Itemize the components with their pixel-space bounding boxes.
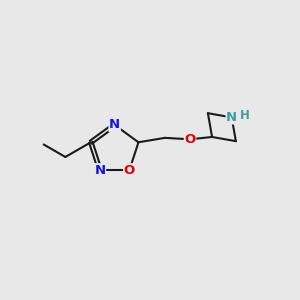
Text: O: O: [184, 133, 196, 146]
Text: O: O: [124, 164, 135, 177]
Text: N: N: [226, 111, 237, 124]
Text: N: N: [109, 118, 120, 131]
Text: H: H: [240, 110, 250, 122]
Text: N: N: [94, 164, 106, 177]
